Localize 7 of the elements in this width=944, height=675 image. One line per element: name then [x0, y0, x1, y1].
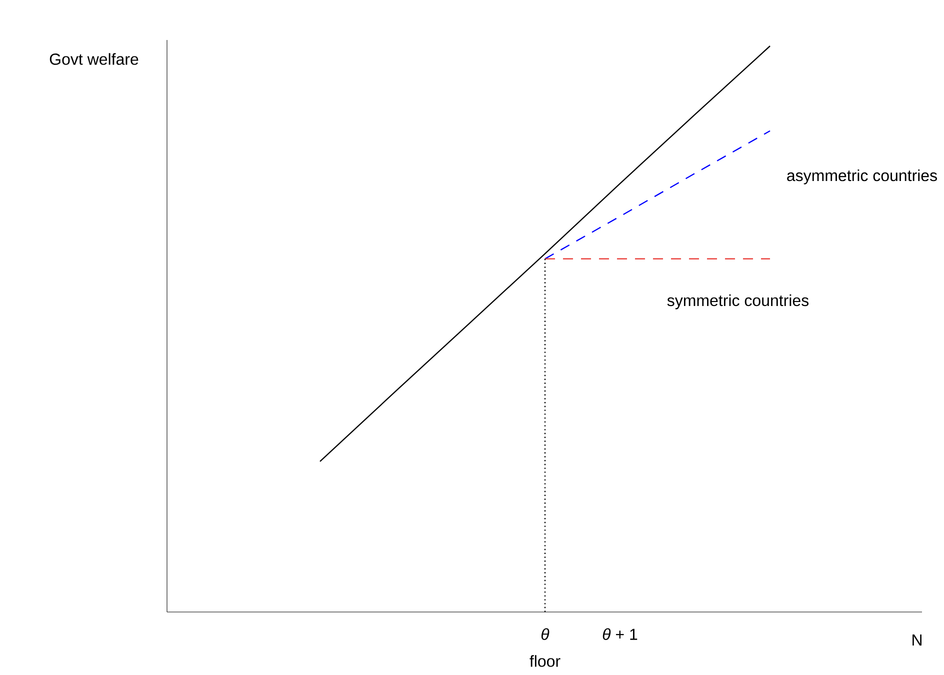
text: floor	[530, 655, 560, 667]
text: asymmetric countries	[787, 169, 937, 184]
text: symmetric countries	[667, 294, 809, 310]
text: N	[912, 634, 922, 646]
x-tick-label: θ + 1	[602, 628, 638, 640]
text: Govt welfare	[50, 53, 138, 65]
x-tick-label: θ	[541, 628, 550, 640]
